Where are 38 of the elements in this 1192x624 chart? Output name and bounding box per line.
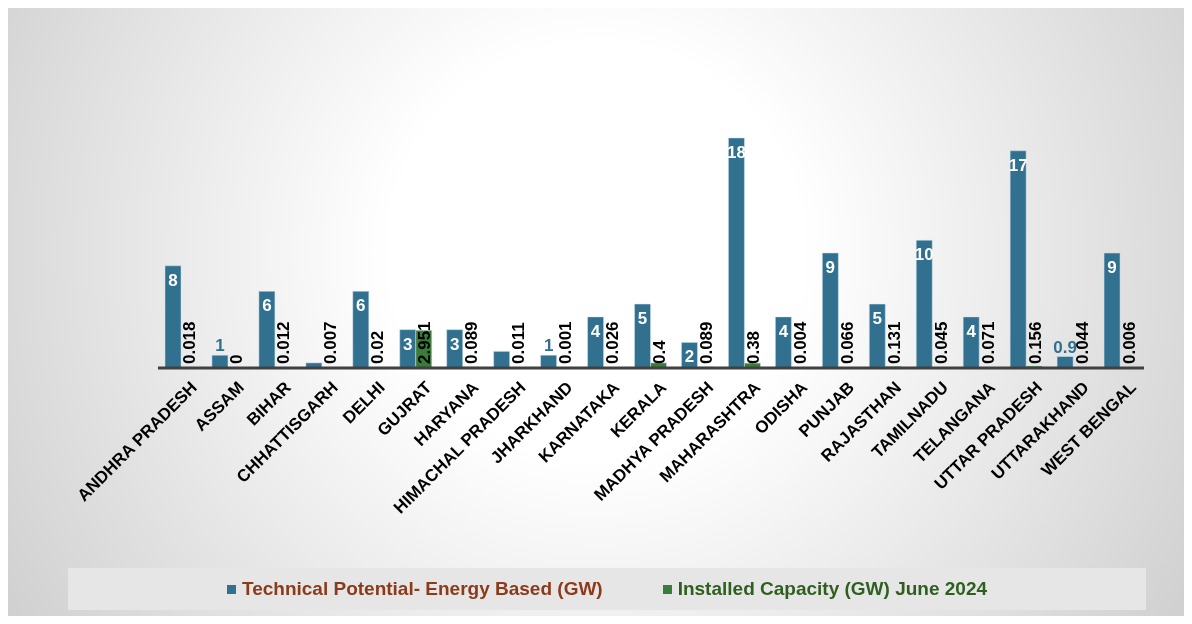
data-label: 0.02 xyxy=(368,330,388,364)
data-label: 5 xyxy=(872,309,883,329)
data-label: 4 xyxy=(590,321,601,341)
data-label: 0.066 xyxy=(837,321,857,364)
data-label: 2 xyxy=(684,347,695,367)
data-label: 0.011 xyxy=(509,322,529,364)
data-label: 0.007 xyxy=(321,321,341,364)
data-label: 8 xyxy=(168,270,178,290)
data-label: 0.012 xyxy=(274,321,294,364)
data-label: 4 xyxy=(778,321,789,341)
data-label: 0 xyxy=(227,354,247,364)
data-label: 0.001 xyxy=(556,321,576,364)
data-label: 3 xyxy=(449,334,460,354)
data-label: 1 xyxy=(215,336,225,356)
data-label: 9 xyxy=(1107,258,1117,277)
data-label: 2.951 xyxy=(415,321,435,364)
data-label: 0.018 xyxy=(180,321,200,364)
data-label: 0.156 xyxy=(1025,321,1045,364)
data-label: 0.045 xyxy=(931,321,951,364)
data-label: 0.089 xyxy=(696,321,716,364)
data-label: 0.006 xyxy=(1119,321,1139,364)
data-label: 1 xyxy=(543,336,554,356)
data-label: 4 xyxy=(966,321,977,341)
data-label: 0.071 xyxy=(978,321,998,364)
data-label: 5 xyxy=(637,309,648,329)
data-label: 6 xyxy=(356,296,366,316)
legend-label: Installed Capacity (GW) June 2024 xyxy=(677,578,988,600)
data-label: 0.089 xyxy=(462,321,482,364)
data-label: 0.9 xyxy=(1053,337,1077,357)
data-label: 0.026 xyxy=(603,321,623,364)
data-label: 9 xyxy=(825,258,836,277)
data-label: 0.38 xyxy=(743,330,763,364)
data-label: 0.004 xyxy=(790,320,810,364)
data-label: 3 xyxy=(403,334,413,354)
data-label: 6 xyxy=(262,296,272,316)
data-label: 0.4 xyxy=(650,339,669,364)
data-label: 0.131 xyxy=(884,321,904,364)
legend-label: Technical Potential- Energy Based (GW) xyxy=(241,578,603,600)
